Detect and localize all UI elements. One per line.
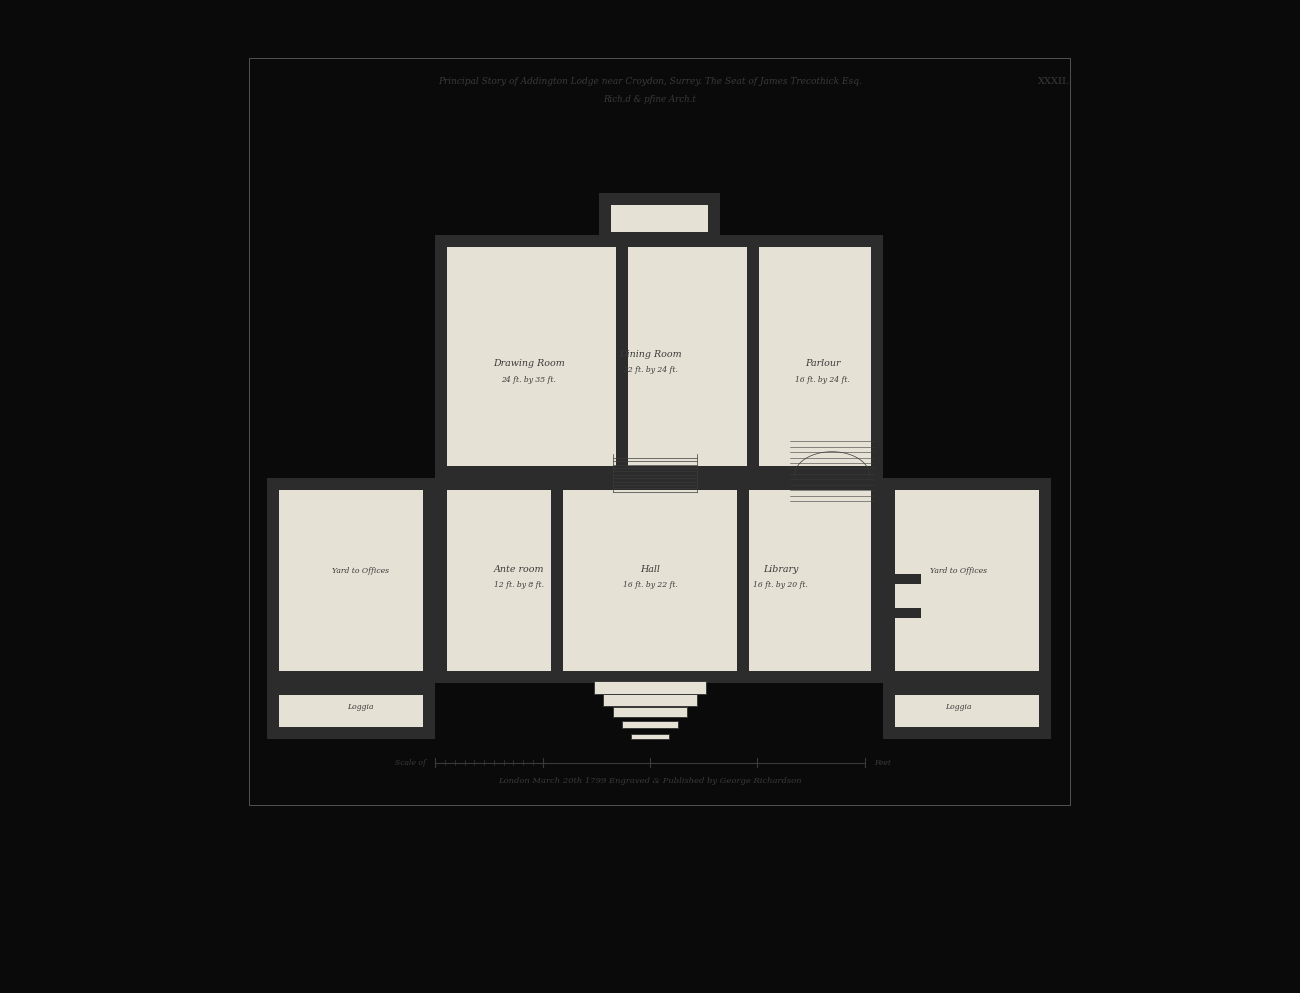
Text: 16 ft. by 20 ft.: 16 ft. by 20 ft. (753, 581, 809, 589)
Bar (992, 683, 1002, 695)
Text: Library: Library (763, 565, 798, 574)
Text: 22 ft. by 24 ft.: 22 ft. by 24 ft. (623, 366, 677, 374)
Bar (447, 490, 871, 671)
Text: Drawing Room: Drawing Room (493, 359, 564, 368)
Text: Yard to Offices: Yard to Offices (332, 567, 389, 575)
Bar (1020, 683, 1031, 695)
Text: 16 ft. by 22 ft.: 16 ft. by 22 ft. (623, 581, 677, 589)
Bar (551, 490, 563, 671)
Bar (436, 235, 884, 478)
Text: Parlour: Parlour (805, 359, 840, 368)
Bar (621, 721, 679, 728)
Bar (903, 683, 914, 695)
Text: Dining Room: Dining Room (619, 351, 681, 359)
Text: Scale of: Scale of (395, 759, 426, 767)
Text: Hall: Hall (640, 565, 660, 574)
Text: Ante room: Ante room (494, 565, 545, 574)
Bar (612, 707, 688, 717)
Bar (611, 206, 709, 232)
Text: Feet: Feet (874, 759, 890, 767)
Bar (746, 247, 759, 466)
Bar (447, 247, 871, 466)
Bar (280, 490, 424, 671)
Text: Rich.d & pfine Arch.t: Rich.d & pfine Arch.t (603, 95, 697, 104)
Bar (896, 490, 1039, 671)
Text: London March 20th 1799 Engraved & Published by George Richardson: London March 20th 1799 Engraved & Publis… (498, 778, 802, 785)
Bar (248, 58, 1070, 804)
Bar (268, 478, 436, 683)
Bar (616, 247, 628, 466)
Bar (871, 478, 884, 490)
Bar (436, 478, 884, 683)
Bar (871, 608, 920, 618)
Bar (436, 478, 447, 490)
Bar (599, 193, 720, 244)
Bar (737, 490, 749, 671)
Bar (632, 734, 668, 739)
Bar (884, 478, 1052, 683)
Text: Loggia: Loggia (945, 702, 971, 711)
Text: Yard to Offices: Yard to Offices (930, 567, 987, 575)
Bar (346, 683, 356, 695)
Bar (599, 232, 720, 247)
Bar (896, 695, 1039, 727)
Bar (962, 683, 972, 695)
Bar (268, 683, 436, 739)
Bar (287, 683, 298, 695)
Bar (884, 683, 1052, 739)
Text: 24 ft. by 35 ft.: 24 ft. by 35 ft. (502, 375, 556, 384)
Text: XXXII.: XXXII. (1037, 76, 1070, 85)
Bar (594, 681, 706, 694)
Bar (871, 574, 920, 584)
Text: Principal Story of Addington Lodge near Croydon, Surrey. The Seat of James Treco: Principal Story of Addington Lodge near … (438, 76, 862, 85)
Bar (933, 683, 942, 695)
Bar (280, 695, 424, 727)
Text: 12 ft. by 8 ft.: 12 ft. by 8 ft. (494, 581, 545, 589)
Bar (603, 694, 697, 706)
Text: Loggia: Loggia (347, 702, 374, 711)
Bar (376, 683, 386, 695)
Text: 16 ft. by 24 ft.: 16 ft. by 24 ft. (796, 375, 850, 384)
Bar (406, 683, 415, 695)
Bar (317, 683, 328, 695)
